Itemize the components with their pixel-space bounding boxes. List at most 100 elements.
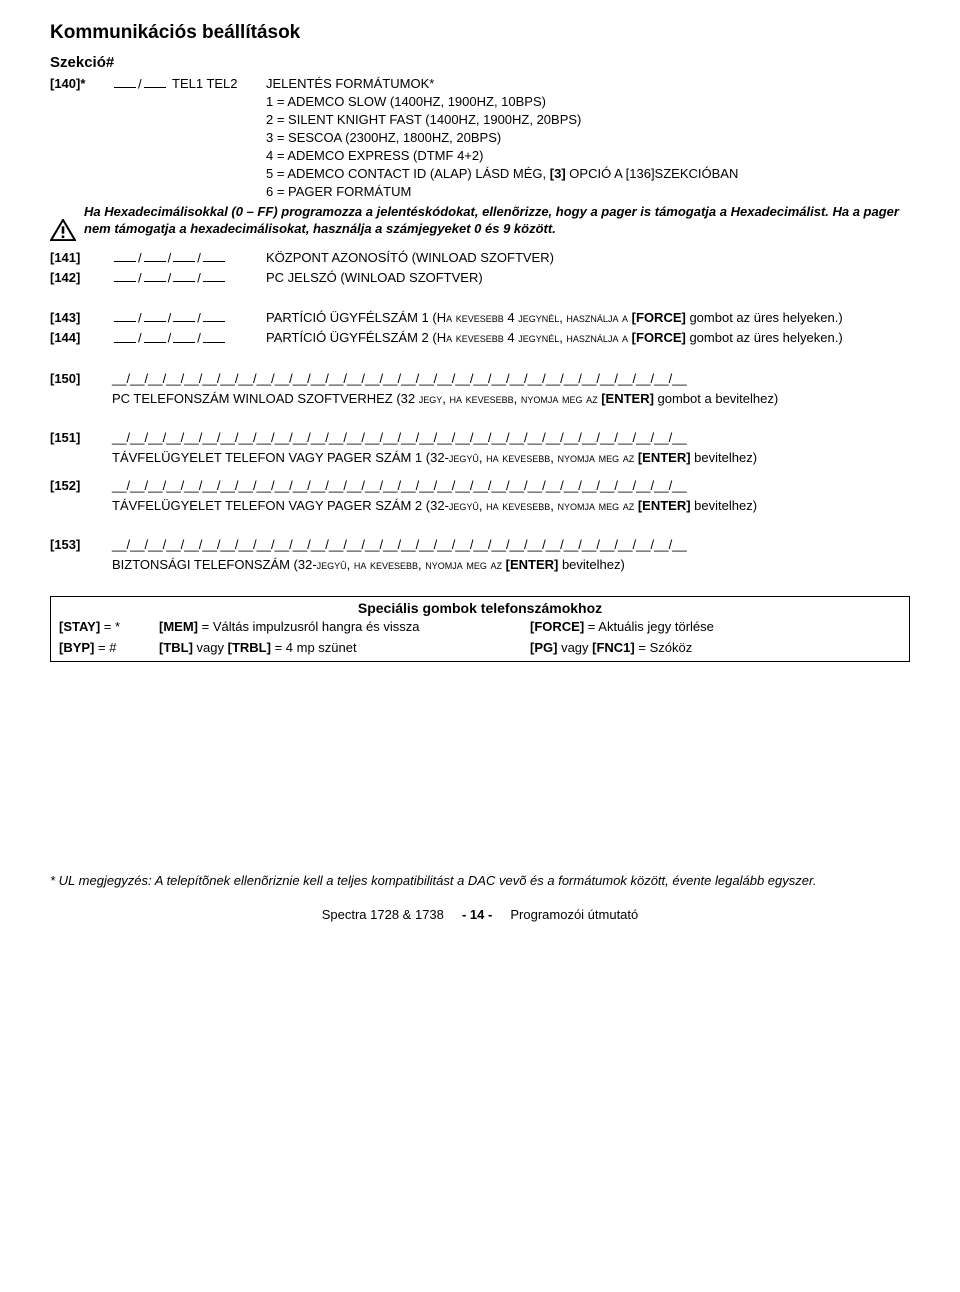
row-152: [152] __/__/__/__/__/__/__/__/__/__/__/_… (50, 477, 910, 495)
text-bold: [ENTER] (638, 450, 691, 465)
page-footer: Spectra 1728 & 1738 - 14 - Programozói ú… (50, 907, 910, 922)
cell: [MEM] = Váltás impulzusról hangra és vis… (159, 619, 530, 634)
block-150: [150] __/__/__/__/__/__/__/__/__/__/__/_… (50, 370, 910, 407)
input-blank-quad: /// (112, 269, 266, 287)
text-bold: [FORCE] (632, 310, 686, 325)
format-title: JELENTÉS FORMÁTUMOK* (266, 75, 910, 93)
slashline: __/__/__/__/__/__/__/__/__/__/__/__/__/_… (112, 370, 910, 388)
block-151: [151] __/__/__/__/__/__/__/__/__/__/__/_… (50, 429, 910, 514)
section-code: [152] (50, 477, 112, 495)
key: [STAY] (59, 619, 100, 634)
text: 5 = ADEMCO CONTACT ID (ALAP) LÁSD MÉG, (266, 166, 550, 181)
key: [TBL] (159, 640, 193, 655)
text: TÁVFELÜGYELET TELEFON VAGY PAGER SZÁM 1 … (112, 450, 638, 465)
text: = 4 mp szünet (271, 640, 357, 655)
section-code: [140]* (50, 75, 112, 93)
text: = * (100, 619, 120, 634)
desc: TÁVFELÜGYELET TELEFON VAGY PAGER SZÁM 1 … (50, 449, 910, 467)
input-blank-quad: /// (112, 249, 266, 267)
text: = Szóköz (635, 640, 692, 655)
text-bold: [3] (550, 166, 566, 181)
block-153: [153] __/__/__/__/__/__/__/__/__/__/__/_… (50, 536, 910, 573)
section-heading: Szekció# (50, 54, 910, 71)
cell: [TBL] vagy [TRBL] = 4 mp szünet (159, 640, 530, 655)
format-list: JELENTÉS FORMÁTUMOK* 1 = ADEMCO SLOW (14… (266, 75, 910, 201)
input-blank-pair: / (112, 75, 172, 93)
text: BIZTONSÁGI TELEFONSZÁM (32-jegyû, ha kev… (112, 557, 506, 572)
row-143: [143] /// PARTÍCIÓ ÜGYFÉLSZÁM 1 (Ha keve… (50, 309, 910, 327)
slashline: __/__/__/__/__/__/__/__/__/__/__/__/__/_… (112, 477, 910, 495)
text: gombot az üres helyeken.) (686, 310, 843, 325)
row-153: [153] __/__/__/__/__/__/__/__/__/__/__/_… (50, 536, 910, 554)
text: bevitelhez) (691, 498, 757, 513)
footer-note: * UL megjegyzés: A telepítõnek ellenõriz… (50, 872, 910, 890)
row-144: [144] /// PARTÍCIÓ ÜGYFÉLSZÁM 2 (Ha keve… (50, 329, 910, 347)
text: vagy (557, 640, 592, 655)
key: [MEM] (159, 619, 198, 634)
desc: PARTÍCIÓ ÜGYFÉLSZÁM 2 (Ha kevesebb 4 jeg… (266, 329, 910, 347)
text: bevitelhez) (558, 557, 624, 572)
section-code: [141] (50, 249, 112, 267)
format-line: 3 = SESCOA (2300HZ, 1800HZ, 20BPS) (266, 129, 910, 147)
page-title: Kommunikációs beállítások (50, 22, 910, 44)
label: KÖZPONT AZONOSÍTÓ (WINLOAD SZOFTVER) (266, 249, 910, 267)
format-line: 4 = ADEMCO EXPRESS (DTMF 4+2) (266, 147, 910, 165)
section-code: [142] (50, 269, 112, 287)
key: [BYP] (59, 640, 94, 655)
cell: [FORCE] = Aktuális jegy törlése (530, 619, 901, 634)
desc: BIZTONSÁGI TELEFONSZÁM (32-jegyû, ha kev… (50, 556, 910, 574)
block-143-144: [143] /// PARTÍCIÓ ÜGYFÉLSZÁM 1 (Ha keve… (50, 309, 910, 348)
text: bevitelhez) (691, 450, 757, 465)
special-keys-box: Speciális gombok telefonszámokhoz [STAY]… (50, 596, 910, 662)
text: vagy (193, 640, 228, 655)
desc: TÁVFELÜGYELET TELEFON VAGY PAGER SZÁM 2 … (50, 497, 910, 515)
cell: [BYP] = # (59, 640, 159, 655)
section-code: [150] (50, 370, 112, 388)
input-blank-quad: /// (112, 329, 266, 347)
text-bold: [FORCE] (632, 330, 686, 345)
warning-block: Ha Hexadecimálisokkal (0 – FF) programoz… (50, 203, 910, 241)
text: OPCIÓ A [136]SZEKCIÓBAN (566, 166, 739, 181)
row-142: [142] /// PC JELSZÓ (WINLOAD SZOFTVER) (50, 269, 910, 287)
row-151: [151] __/__/__/__/__/__/__/__/__/__/__/_… (50, 429, 910, 447)
row-140: [140]* / TEL1 TEL2 JELENTÉS FORMÁTUMOK* … (50, 75, 910, 201)
page: Kommunikációs beállítások Szekció# [140]… (0, 0, 960, 1292)
special-title: Speciális gombok telefonszámokhoz (51, 597, 909, 619)
slashline: __/__/__/__/__/__/__/__/__/__/__/__/__/_… (112, 536, 910, 554)
key: [FNC1] (592, 640, 635, 655)
cell: [PG] vagy [FNC1] = Szóköz (530, 640, 901, 655)
row-141: [141] /// KÖZPONT AZONOSÍTÓ (WINLOAD SZO… (50, 249, 910, 267)
key: [PG] (530, 640, 557, 655)
text: PC TELEFONSZÁM WINLOAD SZOFTVERHEZ (32 j… (112, 391, 601, 406)
section-code: [153] (50, 536, 112, 554)
format-line: 6 = PAGER FORMÁTUM (266, 183, 910, 201)
label: PC JELSZÓ (WINLOAD SZOFTVER) (266, 269, 910, 287)
text: = Váltás impulzusról hangra és vissza (198, 619, 419, 634)
footer-page: - 14 - (462, 907, 492, 922)
tel-label: TEL1 TEL2 (172, 75, 266, 93)
input-blank-quad: /// (112, 309, 266, 327)
cell: [STAY] = * (59, 619, 159, 634)
footer-product: Spectra 1728 & 1738 (322, 907, 444, 922)
section-code: [143] (50, 309, 112, 327)
key: [FORCE] (530, 619, 584, 634)
text: PARTÍCIÓ ÜGYFÉLSZÁM 1 (Ha kevesebb 4 jeg… (266, 310, 632, 325)
format-line: 5 = ADEMCO CONTACT ID (ALAP) LÁSD MÉG, [… (266, 165, 910, 183)
desc: PARTÍCIÓ ÜGYFÉLSZÁM 1 (Ha kevesebb 4 jeg… (266, 309, 910, 327)
key: [TRBL] (228, 640, 271, 655)
text: TÁVFELÜGYELET TELEFON VAGY PAGER SZÁM 2 … (112, 498, 638, 513)
slashline: __/__/__/__/__/__/__/__/__/__/__/__/__/_… (112, 429, 910, 447)
text-bold: [ENTER] (638, 498, 691, 513)
row-150: [150] __/__/__/__/__/__/__/__/__/__/__/_… (50, 370, 910, 388)
text: gombot a bevitelhez) (654, 391, 778, 406)
special-grid: [STAY] = * [MEM] = Váltás impulzusról ha… (51, 619, 909, 661)
footer-doc: Programozói útmutató (510, 907, 638, 922)
text: gombot az üres helyeken.) (686, 330, 843, 345)
text-bold: [ENTER] (506, 557, 559, 572)
text: = Aktuális jegy törlése (584, 619, 714, 634)
format-line: 1 = ADEMCO SLOW (1400HZ, 1900HZ, 10BPS) (266, 93, 910, 111)
format-line: 2 = SILENT KNIGHT FAST (1400HZ, 1900HZ, … (266, 111, 910, 129)
text-bold: [ENTER] (601, 391, 654, 406)
desc: PC TELEFONSZÁM WINLOAD SZOFTVERHEZ (32 j… (50, 390, 910, 408)
warning-icon (50, 219, 76, 241)
